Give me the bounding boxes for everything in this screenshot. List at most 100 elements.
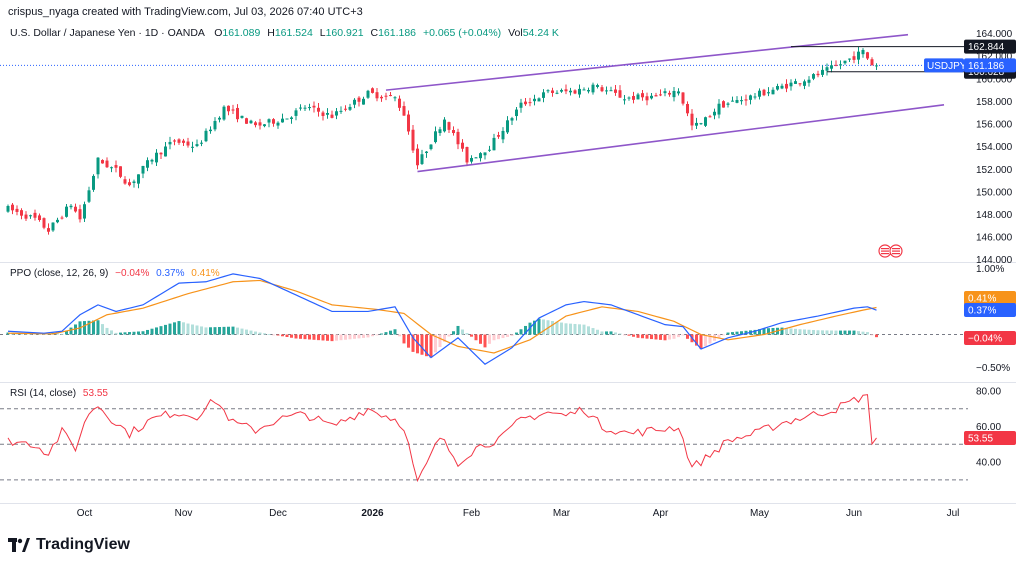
candle-body xyxy=(272,119,275,124)
candle-body xyxy=(114,165,118,168)
channel-upper-line xyxy=(385,33,909,91)
time-axis-label: Jul xyxy=(947,508,960,519)
candle-body xyxy=(434,131,437,143)
candle-body xyxy=(524,101,527,105)
pane-separator-ppo-rsi[interactable] xyxy=(0,382,1016,383)
time-axis-label: Dec xyxy=(269,508,287,519)
candle-body xyxy=(780,85,784,89)
ppo-title: PPO (close, 12, 26, 9) xyxy=(10,268,109,279)
ppo-hist-bar xyxy=(258,332,262,335)
ppo-hist-value: −0.04% xyxy=(115,268,150,279)
candle-body xyxy=(146,160,149,168)
ppo-hist-bar xyxy=(96,320,100,335)
candle-body xyxy=(209,129,212,132)
ppo-hist-bar xyxy=(699,334,703,350)
candle-body xyxy=(690,113,694,126)
candle-body xyxy=(285,118,289,120)
candle-body xyxy=(614,89,617,93)
candle-body xyxy=(785,83,788,89)
candle-body xyxy=(407,114,410,132)
ppo-hist-bar xyxy=(465,333,469,335)
ppo-hist-bar xyxy=(600,331,604,335)
ppo-hist-bar xyxy=(290,334,293,338)
ppo-hist-bar xyxy=(101,324,104,335)
ppo-hist-bar xyxy=(681,334,685,336)
candle-body xyxy=(195,144,199,147)
ppo-hist-bar xyxy=(654,334,658,340)
ppo-hist-bar xyxy=(281,334,284,337)
candle-body xyxy=(281,118,284,123)
candle-body xyxy=(722,101,725,108)
candle-body xyxy=(60,217,64,219)
candle-body xyxy=(609,90,613,92)
ppo-hist-bar xyxy=(668,334,671,340)
ppo-tag: 0.41% xyxy=(964,291,1016,305)
ppo-line xyxy=(7,273,877,365)
candle-body xyxy=(492,137,496,151)
time-axis-label: Mar xyxy=(553,508,571,519)
ppo-hist-bar xyxy=(875,334,878,338)
candle-body xyxy=(254,122,257,126)
ppo-hist-bar xyxy=(582,324,586,335)
ppo-hist-bar xyxy=(366,334,370,338)
ppo-hist-bar xyxy=(398,334,401,337)
candle-body xyxy=(443,119,446,132)
price-tag-label: 161.186 xyxy=(968,61,1005,72)
ppo-hist-bar xyxy=(645,334,649,339)
ppo-hist-bar xyxy=(542,319,545,335)
ppo-hist-bar xyxy=(92,320,95,335)
candle-body xyxy=(794,81,797,84)
candle-body xyxy=(501,130,505,140)
tradingview-mark-icon xyxy=(8,538,30,552)
ppo-hist-bar xyxy=(636,334,640,338)
candle-body xyxy=(731,100,734,102)
ppo-hist-bar xyxy=(429,334,433,358)
ppo-hist-bar xyxy=(609,331,613,335)
ppo-hist-bar xyxy=(173,322,176,335)
us-flag-icon[interactable] xyxy=(889,244,903,258)
candle-body xyxy=(717,103,721,115)
candle-body xyxy=(276,122,280,126)
ppo-hist-bar xyxy=(816,330,820,335)
candle-body xyxy=(326,112,329,115)
candle-body xyxy=(470,157,473,162)
ppo-hist-bar xyxy=(708,334,712,344)
ppo-hist-bar xyxy=(740,331,743,335)
event-flags[interactable] xyxy=(878,244,903,258)
rsi-axis-tick: 40.00 xyxy=(976,458,1001,469)
pane-separator-price-ppo[interactable] xyxy=(0,262,1016,263)
change-value: +0.065 (+0.04%) xyxy=(422,27,502,39)
ppo-hist-bar xyxy=(434,334,437,353)
candle-body xyxy=(528,102,532,104)
candle-body xyxy=(258,122,262,126)
ppo-tag-bg xyxy=(964,303,1016,317)
time-axis-label: Nov xyxy=(175,508,193,519)
candle-body xyxy=(659,94,662,96)
ppo-hist-bar xyxy=(830,330,833,335)
ppo-hist-bar xyxy=(695,334,698,346)
candle-body xyxy=(753,96,757,98)
candle-body xyxy=(798,83,802,85)
ppo-hist-bar xyxy=(623,334,626,336)
candle-body xyxy=(411,129,415,151)
ppo-hist-bar xyxy=(704,334,707,347)
price-tag-bg xyxy=(964,58,1016,73)
ppo-tag-bg xyxy=(964,331,1016,345)
us-flag-icon[interactable] xyxy=(878,244,892,258)
ppo-legend: PPO (close, 12, 26, 9) −0.04% 0.37% 0.41… xyxy=(10,268,220,279)
ppo-hist-bar xyxy=(119,332,122,335)
ppo-hist-bar xyxy=(83,321,86,335)
ppo-hist-bar xyxy=(506,334,509,337)
ppo-hist-bar xyxy=(132,331,136,335)
candle-body xyxy=(744,99,748,101)
ppo-hist-bar xyxy=(497,334,500,340)
ppo-hist-bar xyxy=(555,321,559,335)
low-label: L xyxy=(319,27,326,39)
ppo-hist-bar xyxy=(501,334,505,339)
time-axis-label: May xyxy=(750,508,769,519)
candle-body xyxy=(618,90,622,98)
candle-body xyxy=(6,205,10,212)
candle-body xyxy=(641,93,644,98)
chart-canvas[interactable]: 164.000 162.000 160.000 158.000 156.000 154.0… xyxy=(0,0,1016,530)
ppo-hist-bar xyxy=(762,328,766,335)
